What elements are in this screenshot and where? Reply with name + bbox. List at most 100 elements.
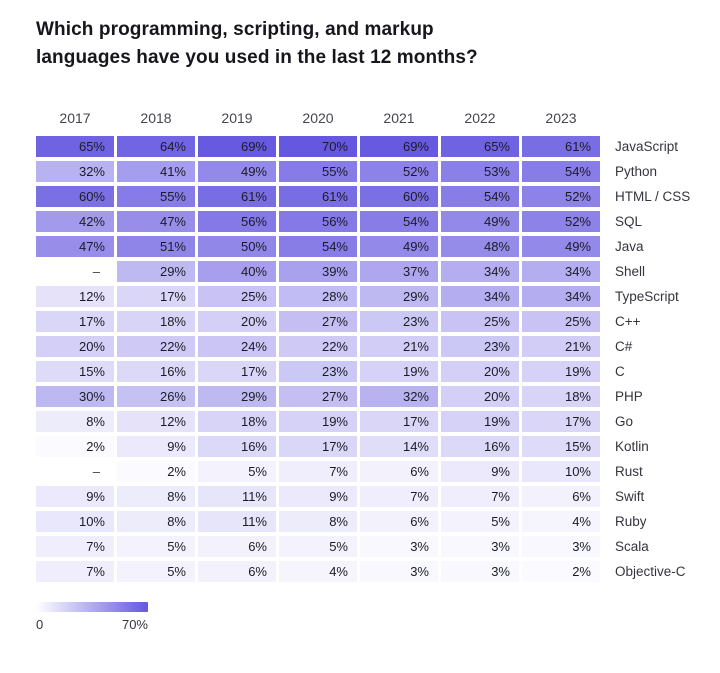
heatmap-cell: 47% [117, 211, 195, 233]
heatmap-cell: 22% [117, 336, 195, 358]
heatmap-cell: 18% [522, 386, 600, 408]
heatmap-cell: 21% [360, 336, 438, 358]
year-column-header: 2022 [464, 110, 496, 127]
heatmap-cell: 20% [198, 311, 276, 333]
row-label: Kotlin [615, 439, 649, 455]
heatmap-cell: 42% [36, 211, 114, 233]
heatmap-cell: 61% [279, 186, 357, 208]
legend-min-label: 0 [36, 617, 44, 633]
heatmap-cell: 6% [360, 461, 438, 483]
heatmap-cell: 54% [279, 236, 357, 258]
heatmap-cell: 65% [441, 136, 519, 158]
year-column-header: 2021 [383, 110, 415, 127]
heatmap-cell: 29% [198, 386, 276, 408]
heatmap-cell: 6% [198, 536, 276, 558]
heatmap-cell: 9% [117, 436, 195, 458]
heatmap-cell: 7% [360, 486, 438, 508]
row-label: Go [615, 414, 634, 430]
heatmap-cell: 25% [198, 286, 276, 308]
heatmap-cell: 16% [117, 361, 195, 383]
heatmap-cell: 15% [522, 436, 600, 458]
heatmap-cell: 61% [522, 136, 600, 158]
heatmap-cell: 7% [279, 461, 357, 483]
heatmap-cell: 8% [279, 511, 357, 533]
row-label: C++ [615, 314, 641, 330]
legend-labels: 0 70% [36, 617, 148, 632]
heatmap-cell: 23% [441, 336, 519, 358]
row-label: Ruby [615, 514, 647, 530]
heatmap-cell: 64% [117, 136, 195, 158]
heatmap-cell: 47% [36, 236, 114, 258]
heatmap-cell: 23% [279, 361, 357, 383]
heatmap-cell: 24% [198, 336, 276, 358]
heatmap-cell: 17% [360, 411, 438, 433]
heatmap-cell: 2% [36, 436, 114, 458]
row-label: Rust [615, 464, 643, 480]
heatmap-cell: 10% [36, 511, 114, 533]
heatmap-cell: 14% [360, 436, 438, 458]
heatmap: 65% 64% 69% 70% 69% 65% 61% JavaScript 32% 41% 49%… [36, 136, 720, 583]
row-label: Shell [615, 264, 646, 280]
heatmap-cell: 18% [198, 411, 276, 433]
heatmap-cell: 70% [279, 136, 357, 158]
heatmap-cell: 53% [441, 161, 519, 183]
heatmap-cell: – [36, 461, 114, 483]
heatmap-cell: 52% [360, 161, 438, 183]
heatmap-cell: 3% [441, 561, 519, 583]
heatmap-cell: 8% [117, 511, 195, 533]
year-column-header: 2023 [545, 110, 577, 127]
heatmap-cell: 49% [198, 161, 276, 183]
year-header-row: 2017 2018 2019 2020 2021 2022 2023 [36, 109, 720, 127]
heatmap-cell: 54% [360, 211, 438, 233]
heatmap-cell: 23% [360, 311, 438, 333]
heatmap-cell: 16% [198, 436, 276, 458]
year-column-header: 2020 [302, 110, 334, 127]
heatmap-cell: 34% [522, 286, 600, 308]
heatmap-cell: 49% [441, 211, 519, 233]
heatmap-cell: 34% [441, 261, 519, 283]
heatmap-cell: 52% [522, 211, 600, 233]
heatmap-cell: 19% [441, 411, 519, 433]
heatmap-cell: 8% [117, 486, 195, 508]
heatmap-cell: 5% [441, 511, 519, 533]
heatmap-cell: 18% [117, 311, 195, 333]
heatmap-cell: 17% [522, 411, 600, 433]
heatmap-cell: 32% [360, 386, 438, 408]
heatmap-cell: 4% [279, 561, 357, 583]
heatmap-cell: 56% [198, 211, 276, 233]
page-title: Which programming, scripting, and markup… [36, 19, 478, 68]
header-spacer [603, 109, 713, 127]
heatmap-cell: 9% [279, 486, 357, 508]
heatmap-cell: 60% [360, 186, 438, 208]
heatmap-cell: 9% [441, 461, 519, 483]
heatmap-cell: 7% [36, 536, 114, 558]
heatmap-cell: 26% [117, 386, 195, 408]
heatmap-cell: 6% [198, 561, 276, 583]
heatmap-cell: 54% [441, 186, 519, 208]
heatmap-cell: 3% [522, 536, 600, 558]
heatmap-cell: 20% [441, 386, 519, 408]
heatmap-cell: 11% [198, 511, 276, 533]
heatmap-cell: 2% [522, 561, 600, 583]
heatmap-cell: 6% [360, 511, 438, 533]
row-label: Swift [615, 489, 645, 505]
heatmap-cell: 39% [279, 261, 357, 283]
row-label: Python [615, 164, 658, 180]
heatmap-cell: 19% [279, 411, 357, 433]
row-label: Scala [615, 539, 649, 555]
heatmap-cell: 41% [117, 161, 195, 183]
year-column-header: 2018 [140, 110, 172, 127]
heatmap-cell: 34% [522, 261, 600, 283]
heatmap-cell: 49% [522, 236, 600, 258]
heatmap-cell: 49% [360, 236, 438, 258]
heatmap-cell: 60% [36, 186, 114, 208]
heatmap-cell: 34% [441, 286, 519, 308]
row-label: JavaScript [615, 139, 679, 155]
legend-max-label: 70% [121, 617, 148, 633]
heatmap-cell: 37% [360, 261, 438, 283]
heatmap-cell: 17% [279, 436, 357, 458]
heatmap-cell: 51% [117, 236, 195, 258]
heatmap-cell: 25% [522, 311, 600, 333]
heatmap-cell: 27% [279, 386, 357, 408]
row-label: HTML / CSS [615, 189, 691, 205]
